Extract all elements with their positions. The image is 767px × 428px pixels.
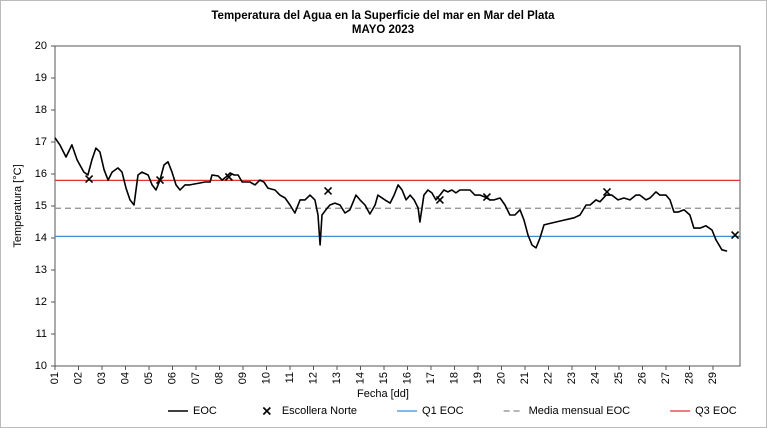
x-tick-label: 05 bbox=[143, 372, 155, 384]
x-tick-label: 07 bbox=[190, 372, 202, 384]
marker bbox=[224, 172, 233, 181]
marker bbox=[435, 195, 444, 204]
marker bbox=[155, 176, 165, 185]
x-tick-label: 01 bbox=[49, 372, 61, 384]
x-tick-label: 12 bbox=[307, 372, 319, 384]
y-tick-label: 20 bbox=[35, 40, 47, 52]
x-tick-label: 27 bbox=[660, 372, 672, 384]
marker bbox=[482, 192, 491, 202]
x-tick-label: 14 bbox=[354, 372, 366, 384]
x-tick-label: 26 bbox=[636, 372, 648, 384]
y-tick-label: 12 bbox=[35, 296, 47, 308]
y-tick-label: 18 bbox=[35, 104, 47, 116]
x-tick-label: 22 bbox=[542, 372, 554, 384]
x-tick-label: 28 bbox=[683, 372, 695, 384]
x-tick-label: 13 bbox=[331, 372, 343, 384]
x-tick-label: 17 bbox=[425, 372, 437, 384]
x-tick-label: 11 bbox=[284, 372, 296, 383]
x-tick-label: 16 bbox=[401, 372, 413, 384]
x-tick-label: 03 bbox=[96, 372, 108, 384]
marker bbox=[602, 187, 612, 196]
x-tick-label: 09 bbox=[237, 372, 249, 384]
legend-marker bbox=[262, 406, 271, 416]
y-tick-label: 14 bbox=[35, 232, 47, 244]
x-tick-label: 19 bbox=[472, 372, 484, 384]
x-tick-label: 08 bbox=[213, 372, 225, 384]
x-tick-label: 15 bbox=[378, 372, 390, 384]
y-tick-label: 16 bbox=[35, 168, 47, 180]
legend-label: EOC bbox=[193, 405, 217, 417]
y-tick-label: 10 bbox=[35, 360, 47, 372]
y-tick-label: 17 bbox=[35, 136, 47, 148]
x-tick-label: 21 bbox=[519, 372, 531, 384]
x-tick-label: 04 bbox=[119, 372, 131, 384]
y-tick-label: 11 bbox=[36, 328, 47, 340]
marker bbox=[730, 231, 740, 240]
legend-label: Escollera Norte bbox=[282, 405, 357, 417]
x-tick-label: 20 bbox=[495, 372, 507, 384]
y-tick-label: 15 bbox=[35, 200, 47, 212]
marker bbox=[323, 186, 333, 196]
x-tick-label: 25 bbox=[613, 372, 625, 384]
x-tick-label: 23 bbox=[566, 372, 578, 384]
plot-area bbox=[54, 45, 741, 367]
legend-label: Q1 EOC bbox=[422, 405, 464, 417]
legend-label: Media mensual EOC bbox=[529, 405, 631, 417]
chart-subtitle: MAYO 2023 bbox=[352, 24, 414, 36]
marker bbox=[85, 175, 94, 184]
y-tick-label: 13 bbox=[35, 264, 47, 276]
x-axis-label: Fecha [dd] bbox=[357, 388, 409, 400]
x-tick-label: 18 bbox=[448, 372, 460, 384]
y-axis-label: Temperatura [°C] bbox=[12, 164, 24, 247]
legend-label: Q3 EOC bbox=[695, 405, 737, 417]
x-tick-label: 02 bbox=[72, 372, 84, 384]
x-tick-label: 24 bbox=[589, 372, 601, 384]
x-tick-label: 06 bbox=[166, 372, 178, 384]
x-tick-label: 29 bbox=[707, 372, 719, 384]
y-tick-label: 19 bbox=[35, 72, 47, 84]
chart-title: Temperatura del Agua en la Superficie de… bbox=[211, 10, 555, 22]
x-tick-label: 10 bbox=[260, 372, 272, 384]
